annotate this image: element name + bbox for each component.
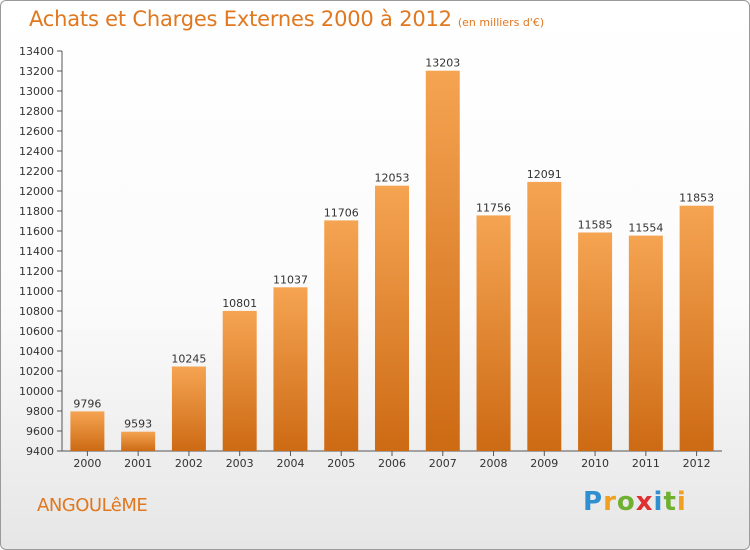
x-tick-label-2002: 2002 [175,457,203,470]
x-tick-label-2012: 2012 [683,457,711,470]
bar-2003 [222,310,257,451]
title-text: Achats et Charges Externes 2000 à 2012 [29,7,452,31]
bar-2007 [425,70,460,451]
x-tick-label-2006: 2006 [378,457,406,470]
logo-letter: o [616,487,636,517]
data-labels: 9796 9593 10245 10801 11037 11706 12053 13203 11… [73,57,714,431]
value-label-2001: 9593 [124,418,152,431]
y-tick-label: 9400 [26,445,54,458]
chart-title: Achats et Charges Externes 2000 à 2012 (e… [29,7,544,31]
x-tick-label-2011: 2011 [632,457,660,470]
x-tick-label-2008: 2008 [480,457,508,470]
y-tick-label: 10800 [19,305,54,318]
logo-letter: t [663,487,677,517]
logo-letter: P [583,487,604,517]
bar-2012 [679,205,714,451]
y-tick-label: 10200 [19,365,54,378]
y-tick-label: 10000 [19,385,54,398]
bar-2011 [628,235,663,451]
y-tick-label: 9800 [26,405,54,418]
x-tick-label-2003: 2003 [226,457,254,470]
y-tick-label: 9600 [26,425,54,438]
y-tick-label: 12400 [19,145,54,158]
bar-2010 [578,232,613,451]
proxiti-logo[interactable]: Proxiti [583,487,687,517]
y-tick-label: 13000 [19,85,54,98]
y-tick-label: 11400 [19,245,54,258]
chart-subtitle: (en milliers d'€) [457,16,545,29]
y-tick-label: 10600 [19,325,54,338]
x-tick-label-2000: 2000 [73,457,101,470]
y-tick-label: 12600 [19,125,54,138]
value-label-2005: 11706 [324,206,359,219]
x-tick-label-2009: 2009 [530,457,558,470]
y-tick-label: 12800 [19,105,54,118]
logo-letter: i [653,487,664,517]
bar-2002 [171,366,206,451]
value-label-2011: 11554 [628,222,663,235]
y-tick-label: 11000 [19,285,54,298]
logo-letter: r [603,487,617,517]
y-tick-label: 12200 [19,165,54,178]
value-label-2007: 13203 [425,57,460,70]
y-tick-label: 11200 [19,265,54,278]
value-label-2006: 12053 [375,172,410,185]
y-tick-label: 10400 [19,345,54,358]
logo-letter: i [676,487,687,517]
logo-letter: x [635,487,654,517]
y-tick-label: 12000 [19,185,54,198]
y-tick-label: 13200 [19,65,54,78]
bars [70,70,714,451]
x-tick-label-2007: 2007 [429,457,457,470]
y-tick-label: 11600 [19,225,54,238]
bar-2000 [70,411,105,451]
bar-2008 [476,215,511,451]
y-tick-label: 11800 [19,205,54,218]
bar-2004 [273,287,308,451]
value-label-2009: 12091 [527,168,562,181]
city-name: ANGOULêME [37,495,148,516]
bar-2001 [121,431,156,451]
axes: 9400 9600 9800 10000 10200 10400 10600 10800 110… [19,45,722,470]
bar-2005 [324,220,359,451]
value-label-2004: 11037 [273,273,308,286]
bar-2006 [375,185,409,451]
value-label-2010: 11585 [578,219,613,232]
value-label-2003: 10801 [222,297,257,310]
value-label-2008: 11756 [476,201,511,214]
value-label-2002: 10245 [171,353,206,366]
x-tick-label-2001: 2001 [124,457,152,470]
x-tick-label-2004: 2004 [276,457,304,470]
x-tick-label-2010: 2010 [581,457,609,470]
value-label-2012: 11853 [679,192,714,205]
value-label-2000: 9796 [73,397,101,410]
y-tick-label: 13400 [19,45,54,58]
x-tick-label-2005: 2005 [327,457,355,470]
bar-2009 [527,181,562,451]
